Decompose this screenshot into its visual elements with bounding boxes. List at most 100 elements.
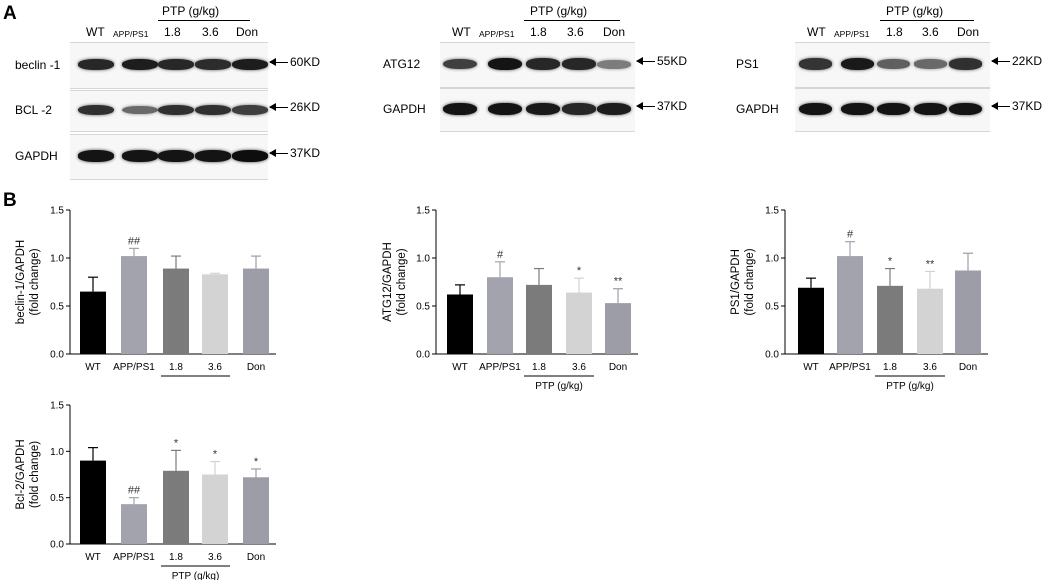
blot-band xyxy=(232,150,268,162)
significance-marker: * xyxy=(888,256,893,268)
y-axis-label-line1: beclin-1/GAPDH xyxy=(15,240,27,324)
ptp-header-line xyxy=(524,20,620,21)
bar xyxy=(487,277,513,354)
y-tick-label: 0.5 xyxy=(50,493,64,504)
bar xyxy=(202,274,228,354)
x-tick-label: 3.6 xyxy=(208,362,222,373)
y-tick-label: 1.5 xyxy=(765,206,779,217)
x-tick-label: 1.8 xyxy=(169,362,183,373)
bar xyxy=(877,285,903,354)
significance-marker: * xyxy=(254,456,259,468)
molecular-weight-label: 60KD xyxy=(290,54,321,69)
x-tick-label: 1.8 xyxy=(883,362,897,373)
arrow-icon xyxy=(636,57,655,65)
arrow-icon xyxy=(636,102,655,110)
y-tick-label: 1.0 xyxy=(50,254,64,265)
arrow-icon xyxy=(991,102,1010,110)
blot-row-label: GAPDH xyxy=(736,102,779,116)
blot-band xyxy=(488,102,522,116)
blot-band xyxy=(78,104,114,116)
y-axis-label-line2: (fold change) xyxy=(29,441,41,508)
x-tick-label: APP/PS1 xyxy=(479,362,521,373)
ptp-header-line xyxy=(158,20,250,21)
blot-band xyxy=(78,150,114,162)
blot-row-label: beclin -1 xyxy=(15,57,61,72)
blot-band xyxy=(913,59,947,69)
blot-band xyxy=(158,104,194,116)
blot-band xyxy=(232,59,268,70)
group-label: PTP (g/kg) xyxy=(535,381,583,392)
x-tick-label: WT xyxy=(85,552,101,563)
significance-marker: * xyxy=(174,437,179,449)
lane-label-app-ps1: APP/PS1 xyxy=(113,29,149,39)
y-tick-label: 1.0 xyxy=(765,254,779,265)
x-tick-label: Don xyxy=(609,362,627,373)
bar xyxy=(955,270,981,354)
blot-band xyxy=(526,102,560,116)
significance-marker: * xyxy=(213,449,218,461)
bar xyxy=(837,256,863,354)
arrow-icon xyxy=(269,149,288,157)
blot-band xyxy=(597,59,631,69)
group-label: PTP (g/kg) xyxy=(886,381,934,392)
ptp-header: PTP (g/kg) xyxy=(530,4,588,18)
bar-chart-atg12: 0.0 0.5 1.0 1.5 ATG12/GAPDH (fold change) WT # A… xyxy=(382,206,638,392)
blot-band xyxy=(876,59,910,69)
blot-band xyxy=(158,150,194,162)
blot-band xyxy=(232,104,268,115)
bar xyxy=(202,474,228,544)
x-tick-label: WT xyxy=(452,362,468,373)
x-tick-label: 3.6 xyxy=(923,362,937,373)
blot-band xyxy=(840,102,874,116)
lane-label-app-ps1: APP/PS1 xyxy=(479,29,515,39)
lane-label-don: Don xyxy=(957,25,980,39)
bar-chart-beclin1: 0.0 0.5 1.0 1.5 beclin-1/GAPDH (fold change) W… xyxy=(15,206,276,377)
blot-band xyxy=(195,59,231,70)
blot-band xyxy=(443,58,477,70)
bar xyxy=(605,303,631,354)
arrow-icon xyxy=(991,57,1010,65)
panel-b-label: B xyxy=(3,190,17,211)
y-axis-label-line2: (fold change) xyxy=(744,248,756,315)
bar xyxy=(80,460,106,544)
bar xyxy=(566,292,592,354)
y-axis-label-line1: Bcl-2/GAPDH xyxy=(15,439,27,509)
lane-label-3-6: 3.6 xyxy=(567,25,584,39)
blot-band xyxy=(913,102,947,116)
y-axis-label: Bcl-2/GAPDH (fold change) xyxy=(15,439,41,509)
blot-band xyxy=(122,105,158,115)
lane-label-3-6: 3.6 xyxy=(202,25,219,39)
blot-band xyxy=(488,57,522,71)
ptp-header: PTP (g/kg) xyxy=(886,4,944,18)
y-axis-label: PS1/GAPDH (fold change) xyxy=(730,248,756,315)
blot-band xyxy=(948,58,982,70)
blot-row-label: GAPDH xyxy=(383,102,426,116)
molecular-weight-label: 37KD xyxy=(290,146,321,160)
molecular-weight-label: 37KD xyxy=(1012,99,1043,113)
blot-row-label: GAPDH xyxy=(15,149,58,163)
blot-row-label: BCL -2 xyxy=(15,103,52,117)
y-tick-label: 0.5 xyxy=(416,302,430,313)
x-tick-label: 3.6 xyxy=(572,362,586,373)
bar xyxy=(121,504,147,544)
y-axis-label-line2: (fold change) xyxy=(396,248,408,315)
bar xyxy=(243,268,269,354)
ptp-header: PTP (g/kg) xyxy=(162,4,220,18)
lane-label-wt: WT xyxy=(452,25,471,39)
significance-marker: # xyxy=(497,249,504,261)
blot-band xyxy=(158,59,194,70)
significance-marker: ## xyxy=(128,235,141,247)
lane-label-3-6: 3.6 xyxy=(922,25,939,39)
blot-row-label: PS1 xyxy=(736,57,759,71)
x-tick-label: APP/PS1 xyxy=(113,552,155,563)
blot-band xyxy=(840,57,874,71)
y-tick-label: 0.5 xyxy=(50,302,64,313)
y-axis-label-line1: PS1/GAPDH xyxy=(730,249,742,315)
molecular-weight-label: 37KD xyxy=(657,99,688,113)
x-tick-label: 3.6 xyxy=(208,552,222,563)
lane-label-1-8: 1.8 xyxy=(886,25,903,39)
western-blot-beclin-bcl2: PTP (g/kg) WT APP/PS1 1.8 3.6 Don beclin… xyxy=(0,0,360,185)
group-label: PTP (g/kg) xyxy=(172,571,220,580)
y-axis-label-line2: (fold change) xyxy=(29,248,41,315)
lane-label-don: Don xyxy=(603,25,626,39)
